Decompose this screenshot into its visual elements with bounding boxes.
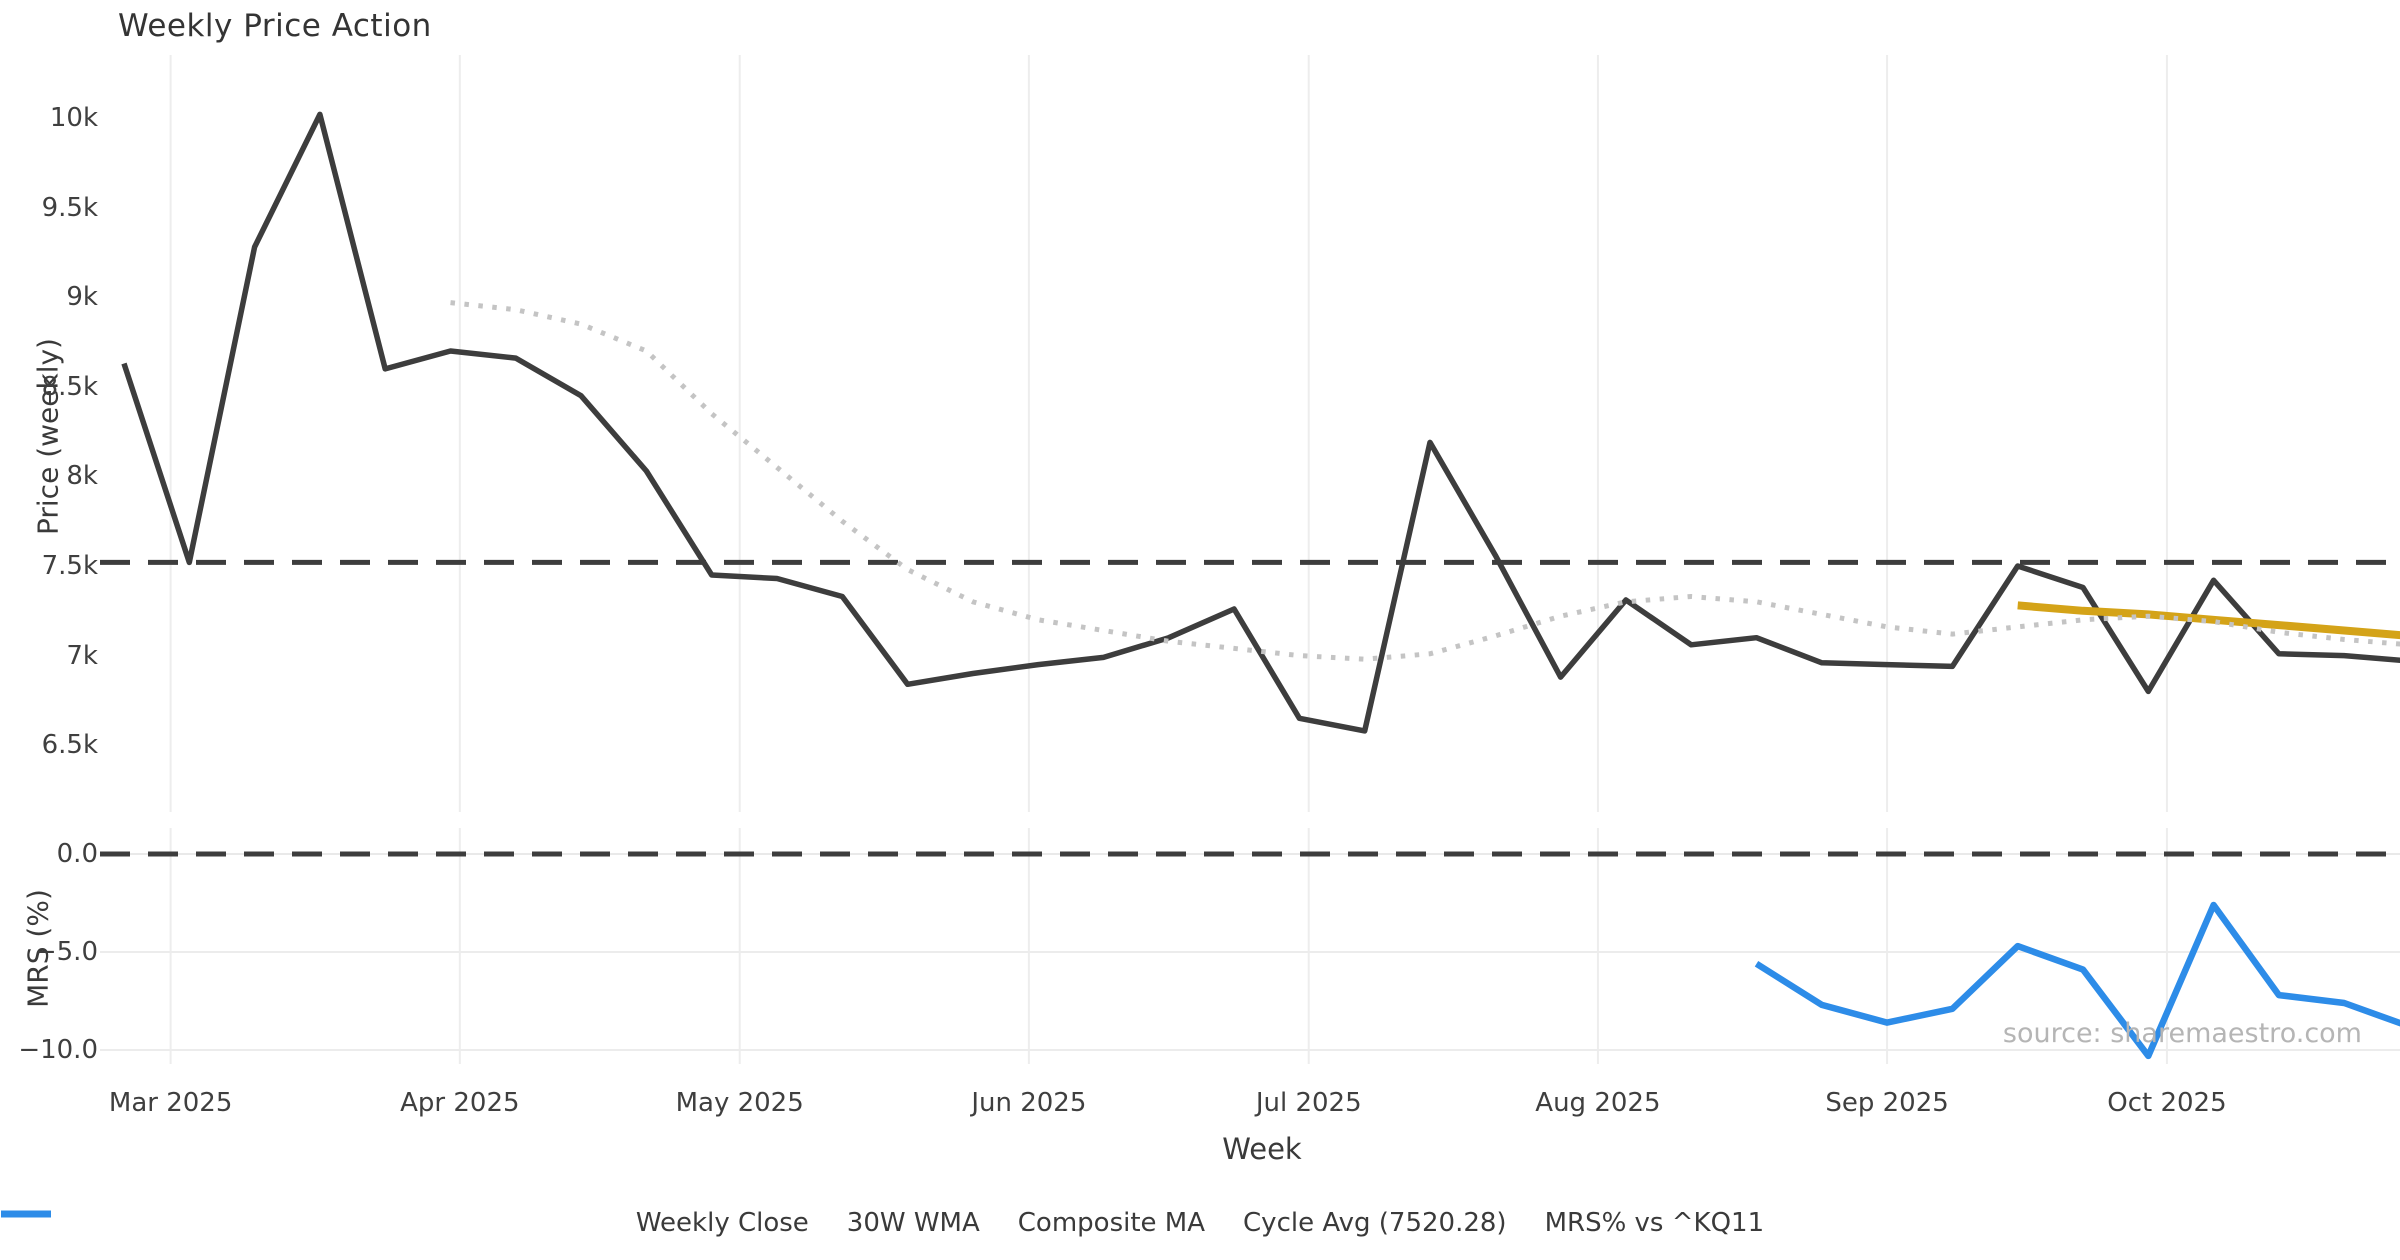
legend-item-mrs-vs-kq11[interactable]: MRS% vs ^KQ11 bbox=[1, 1208, 1765, 1238]
legend-item-weekly-close[interactable]: Weekly Close bbox=[1, 1208, 809, 1238]
legend-line-sample bbox=[1, 1210, 51, 1218]
month-tick-label: Jul 2025 bbox=[1255, 1088, 1362, 1118]
legend-label: Cycle Avg (7520.28) bbox=[1243, 1208, 1507, 1238]
month-tick-label: Oct 2025 bbox=[2107, 1088, 2227, 1118]
month-tick-label: May 2025 bbox=[675, 1088, 804, 1118]
month-tick-label: Apr 2025 bbox=[400, 1088, 520, 1118]
price-tick-label: 6.5k bbox=[41, 730, 98, 761]
price-axis-title: Price (weekly) bbox=[31, 338, 65, 535]
legend-label: MRS% vs ^KQ11 bbox=[1544, 1208, 1765, 1238]
price-tick-label: 9k bbox=[66, 282, 98, 313]
price-tick-label: 9.5k bbox=[41, 192, 98, 223]
series-line-weekly-close bbox=[121, 111, 2400, 734]
price-tick-label: 7k bbox=[66, 640, 98, 671]
mrs-tick-label: −10.0 bbox=[18, 1035, 98, 1065]
month-tick-label: Aug 2025 bbox=[1535, 1088, 1661, 1118]
legend-label: Weekly Close bbox=[635, 1208, 809, 1238]
source-watermark: source: sharemaestro.com bbox=[2002, 1018, 2362, 1049]
month-tick-label: Jun 2025 bbox=[971, 1088, 1087, 1118]
series-line-composite-ma bbox=[450, 300, 2400, 662]
price-tick-label: 10k bbox=[49, 103, 98, 133]
mrs-tick-label: −5.0 bbox=[34, 937, 98, 967]
price-tick-label: 8.5k bbox=[41, 371, 98, 402]
mrs-tick-label: 0.0 bbox=[56, 839, 98, 869]
price-tick-label: 7.5k bbox=[41, 551, 98, 581]
price-tick-label: 8k bbox=[66, 461, 98, 492]
month-tick-label: Sep 2025 bbox=[1825, 1088, 1949, 1118]
chart-title: Weekly Price Action bbox=[118, 8, 432, 44]
legend-label: 30W WMA bbox=[846, 1208, 980, 1238]
gridlines bbox=[100, 55, 2400, 1064]
month-tick-label: Mar 2025 bbox=[108, 1088, 233, 1118]
legend-label: Composite MA bbox=[1017, 1208, 1206, 1238]
x-axis-title: Week bbox=[1222, 1132, 1302, 1166]
series-line-30w-wma bbox=[2017, 601, 2400, 640]
legend-item-30w-wma[interactable]: 30W WMA bbox=[1, 1208, 980, 1238]
chart-legend: Weekly Close 30W WMA Composite MA Cycle Avg… bbox=[0, 1208, 2400, 1238]
legend-item-composite-ma[interactable]: Composite MA bbox=[1, 1208, 1206, 1238]
legend-item-cycle-avg-7520-28-[interactable]: Cycle Avg (7520.28) bbox=[1, 1208, 1507, 1238]
series-lines bbox=[121, 111, 2400, 1060]
series-line-mrs-vs-kq11 bbox=[1754, 901, 2400, 1060]
